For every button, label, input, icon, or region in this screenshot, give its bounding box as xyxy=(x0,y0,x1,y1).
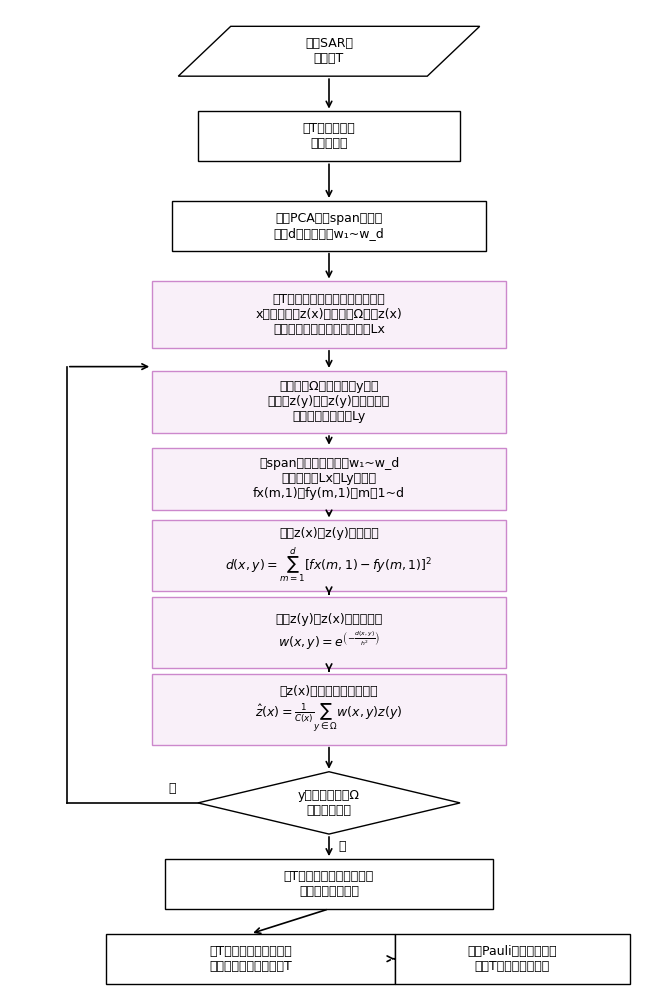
Text: 在搜索窗Ω内取一像素y，确
定区域z(y)，对z(y)做对数变化
后得到搜索窗向量Ly: 在搜索窗Ω内取一像素y，确 定区域z(y)，对z(y)做对数变化 后得到搜索窗向… xyxy=(268,380,390,423)
FancyBboxPatch shape xyxy=(198,111,460,161)
Text: 极化SAR相
干矩阵T: 极化SAR相 干矩阵T xyxy=(305,37,353,65)
Text: 对T矩阵元素所有非亮目标
像素完成上述滤波: 对T矩阵元素所有非亮目标 像素完成上述滤波 xyxy=(284,870,374,898)
FancyBboxPatch shape xyxy=(152,371,506,433)
FancyBboxPatch shape xyxy=(152,674,506,745)
Text: 用span数据的特征向量w₁~w_d
分别于向量Lx和Ly做内积
fx(m,1)和fy(m,1)，m为1~d: 用span数据的特征向量w₁~w_d 分别于向量Lx和Ly做内积 fx(m,1)… xyxy=(253,457,405,500)
Text: 对T进行亮目标
检测和保持: 对T进行亮目标 检测和保持 xyxy=(303,122,355,150)
FancyBboxPatch shape xyxy=(395,934,630,984)
Text: 取T矩阵元素的一个非亮目标像素
x，确定区域z(x)和搜索窗Ω，对z(x)
做对数变换后得到待滤波向量Lx: 取T矩阵元素的一个非亮目标像素 x，确定区域z(x)和搜索窗Ω，对z(x) 做对… xyxy=(255,293,403,336)
Text: 对T矩阵所有元素滤波，
得到滤波后的相干矩阵T: 对T矩阵所有元素滤波， 得到滤波后的相干矩阵T xyxy=(209,945,291,973)
Text: 使用Pauli向量法将滤波
后的T矩阵生成伪彩图: 使用Pauli向量法将滤波 后的T矩阵生成伪彩图 xyxy=(468,945,557,973)
FancyBboxPatch shape xyxy=(152,448,506,510)
Text: 计算z(y)对z(x)的滤波权值
$w(x,y)=e^{\left(-\frac{d(x,y)}{h^2}\right)}$: 计算z(y)对z(x)的滤波权值 $w(x,y)=e^{\left(-\frac… xyxy=(276,613,382,652)
Text: 计算z(x)和z(y)的相似度
$d(x,y)=\sum_{m=1}^{d}[fx(m,1)-fy(m,1)]^2$: 计算z(x)和z(y)的相似度 $d(x,y)=\sum_{m=1}^{d}[f… xyxy=(226,527,432,584)
FancyBboxPatch shape xyxy=(152,281,506,348)
Polygon shape xyxy=(178,26,480,76)
FancyBboxPatch shape xyxy=(165,859,493,909)
FancyBboxPatch shape xyxy=(172,201,486,251)
FancyBboxPatch shape xyxy=(106,934,395,984)
Text: 否: 否 xyxy=(168,782,176,795)
Text: 是: 是 xyxy=(339,840,346,853)
Polygon shape xyxy=(198,772,460,834)
Text: y是否为搜索窗Ω
最后一个像素: y是否为搜索窗Ω 最后一个像素 xyxy=(298,789,360,817)
FancyBboxPatch shape xyxy=(152,520,506,591)
Text: 使用PCA求的span数据的
最大d个特征向量w₁~w_d: 使用PCA求的span数据的 最大d个特征向量w₁~w_d xyxy=(274,212,384,240)
Text: 对z(x)加权滤波，滤波结果
$\hat{z}(x)=\frac{1}{C(x)}\sum_{y\in\Omega}w(x,y)z(y)$: 对z(x)加权滤波，滤波结果 $\hat{z}(x)=\frac{1}{C(x)… xyxy=(255,685,403,734)
FancyBboxPatch shape xyxy=(152,597,506,668)
